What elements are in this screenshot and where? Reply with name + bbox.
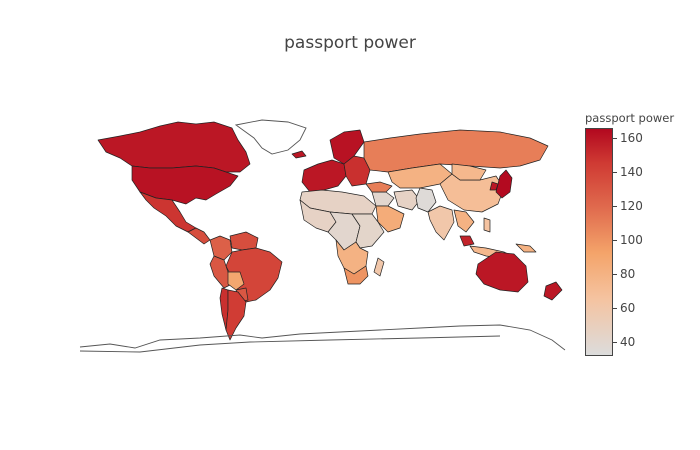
region-canada[interactable]	[97, 121, 251, 173]
region-australia[interactable]	[475, 251, 529, 293]
region-malaysia[interactable]	[459, 235, 475, 247]
chart-title: passport power	[284, 33, 416, 53]
region-iceland[interactable]	[291, 150, 307, 159]
region-russia[interactable]	[363, 129, 549, 173]
region-southeast-asia[interactable]	[453, 209, 475, 233]
antarctica-outline	[79, 324, 566, 353]
region-japan[interactable]	[495, 169, 513, 199]
region-iran[interactable]	[393, 189, 421, 211]
region-colombia[interactable]	[209, 235, 233, 261]
colorbar-tick-label: 40	[620, 335, 636, 350]
region-bolivia[interactable]	[227, 271, 245, 291]
region-new-zealand[interactable]	[543, 281, 563, 301]
region-southern-africa[interactable]	[335, 239, 369, 275]
colorbar-tick-label: 100	[620, 233, 643, 248]
colorbar-tick-mark	[613, 342, 617, 344]
colorbar-tick-label: 120	[620, 199, 643, 214]
colorbar-tick-label: 80	[620, 267, 636, 282]
region-scandinavia[interactable]	[329, 129, 365, 165]
region-mongolia[interactable]	[451, 163, 487, 181]
region-south-korea[interactable]	[489, 181, 499, 191]
region-madagascar[interactable]	[373, 257, 385, 277]
region-south-africa[interactable]	[343, 265, 369, 285]
region-india[interactable]	[427, 205, 455, 241]
colorbar-tick-mark	[613, 206, 617, 208]
colorbar-tick-mark	[613, 274, 617, 276]
region-east-africa[interactable]	[351, 213, 385, 249]
region-peru[interactable]	[209, 255, 233, 289]
map-regions	[97, 121, 563, 341]
region-central-america[interactable]	[187, 227, 211, 245]
colorbar-tick-mark	[613, 240, 617, 242]
region-philippines[interactable]	[483, 217, 491, 233]
region-venezuela[interactable]	[229, 231, 259, 251]
colorbar-tick-label: 160	[620, 131, 643, 146]
colorbar-title: passport power	[585, 111, 675, 125]
map-outlines	[79, 119, 566, 353]
region-western-europe[interactable]	[301, 159, 347, 193]
region-eastern-europe[interactable]	[343, 155, 371, 187]
greenland-outline	[234, 119, 307, 155]
colorbar-tick-mark	[613, 138, 617, 140]
colorbar-tick-label: 140	[620, 165, 643, 180]
region-turkey[interactable]	[365, 181, 393, 193]
colorbar-tick-mark	[613, 172, 617, 174]
colorbar-tick-label: 60	[620, 301, 636, 316]
region-middle-east[interactable]	[371, 191, 395, 207]
region-argentina[interactable]	[225, 289, 247, 341]
region-papua-new-guinea[interactable]	[515, 243, 537, 253]
colorbar	[585, 128, 613, 356]
colorbar-tick-mark	[613, 308, 617, 310]
region-afghanistan-pakistan[interactable]	[415, 187, 437, 213]
